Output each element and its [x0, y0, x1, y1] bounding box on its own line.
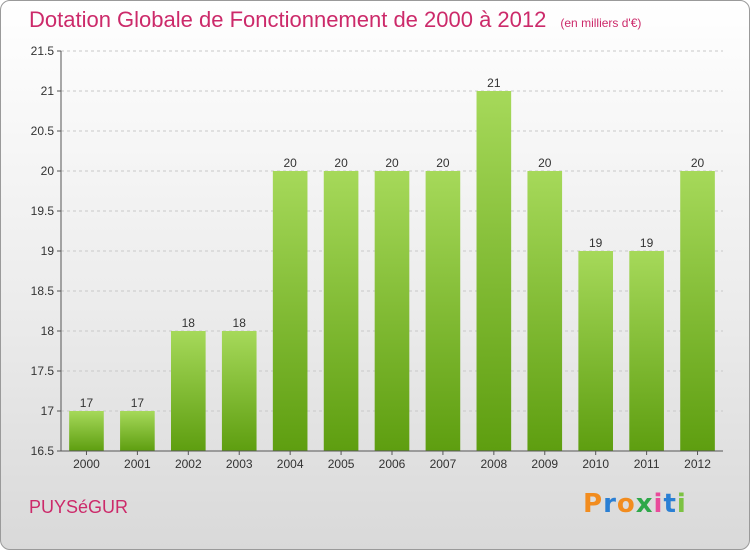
labels: 16.5 17 17.5 18 18.5 19 19.5 20 20.5 21 21.5 17 2000… [31, 44, 712, 471]
bar-value-label: 17 [131, 396, 145, 410]
y-tick-label: 17.5 [31, 364, 55, 378]
bar [680, 171, 715, 451]
logo-letter: t [663, 489, 677, 519]
bar [629, 251, 664, 451]
bar-value-label: 19 [589, 236, 603, 250]
bar-value-label: 17 [80, 396, 94, 410]
x-tick-label: 2003 [226, 457, 253, 471]
bar-value-label: 20 [691, 156, 705, 170]
x-tick-label: 2000 [73, 457, 100, 471]
x-tick-label: 2001 [124, 457, 151, 471]
bar [578, 251, 614, 451]
chart-title: Dotation Globale de Fonctionnement de 20… [29, 7, 641, 33]
x-tick-label: 2009 [531, 457, 558, 471]
bar-value-label: 18 [182, 316, 196, 330]
logo-letter: P [583, 489, 604, 519]
bars [69, 91, 715, 451]
chart-title-text: Dotation Globale de Fonctionnement de 20… [29, 7, 547, 32]
bar [425, 171, 461, 451]
x-tick-label: 2002 [175, 457, 202, 471]
bar-value-label: 20 [334, 156, 348, 170]
y-tick-label: 20.5 [31, 124, 55, 138]
bar [170, 331, 206, 451]
logo-letter: i [653, 489, 664, 519]
logo-letter: i [676, 489, 687, 519]
bar [272, 171, 308, 451]
bar-value-label: 19 [640, 236, 654, 250]
axes [57, 50, 723, 455]
chart-subtitle: (en milliers d'€) [560, 16, 642, 30]
y-tick-label: 16.5 [31, 444, 55, 458]
bar [221, 331, 257, 451]
place-name: PUYSéGUR [29, 497, 129, 517]
x-tick-label: 2004 [277, 457, 304, 471]
y-tick-label: 21.5 [31, 44, 55, 58]
y-tick-label: 21 [41, 84, 55, 98]
bar-value-label: 18 [233, 316, 247, 330]
x-tick-label: 2005 [328, 457, 355, 471]
bar-value-label: 20 [385, 156, 399, 170]
bar [120, 411, 155, 451]
proxiti-logo: Proxiti [583, 489, 687, 519]
x-tick-label: 2010 [582, 457, 609, 471]
y-tick-label: 17 [41, 404, 55, 418]
bar [527, 171, 563, 451]
bar [374, 171, 410, 451]
x-tick-label: 2006 [379, 457, 406, 471]
bar [323, 171, 359, 451]
x-tick-label: 2011 [634, 457, 660, 471]
bar-value-label: 20 [436, 156, 450, 170]
logo-letter: o [616, 489, 636, 519]
y-tick-label: 18.5 [31, 284, 55, 298]
bar [476, 91, 512, 451]
bar-value-label: 20 [538, 156, 552, 170]
x-tick-label: 2008 [480, 457, 507, 471]
x-tick-label: 2012 [684, 457, 711, 471]
y-tick-label: 19 [41, 244, 55, 258]
y-tick-label: 19.5 [31, 204, 55, 218]
bar-value-label: 21 [487, 76, 501, 90]
logo-letter: r [603, 489, 617, 519]
y-tick-label: 20 [41, 164, 55, 178]
bar [69, 411, 104, 451]
logo-letter: x [635, 489, 654, 519]
x-tick-label: 2007 [430, 457, 457, 471]
bar-value-label: 20 [283, 156, 297, 170]
y-tick-label: 18 [41, 324, 55, 338]
